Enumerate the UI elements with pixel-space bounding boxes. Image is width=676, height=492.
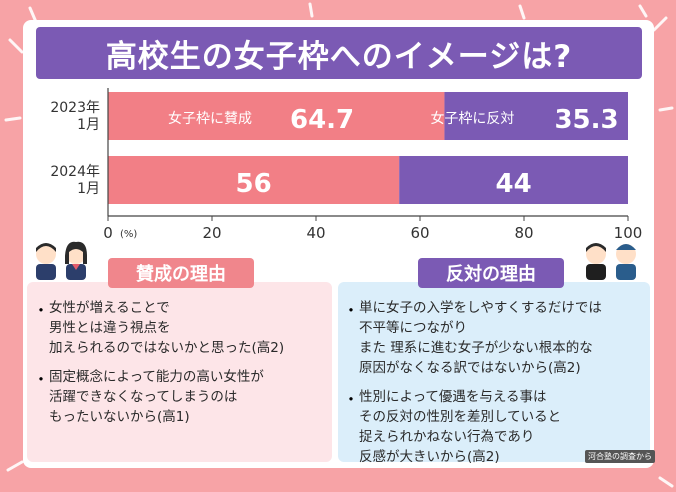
student-boy-icon bbox=[586, 243, 606, 280]
x-tick-label: 80 bbox=[514, 224, 533, 242]
data-label: 64.7 bbox=[290, 105, 354, 135]
reason-text: 固定概念によって能力の高い女性が 活躍できなくなってしまうのは もったいないから… bbox=[49, 369, 264, 425]
for-reasons-heading: 賛成の理由 bbox=[108, 258, 254, 288]
students-right-illustration bbox=[586, 243, 636, 280]
source-note: 河合塾の調査から bbox=[585, 450, 655, 463]
reason-item: 性別によって優遇を与える事は その反対の性別を差別していると 捉えられかねない行… bbox=[343, 386, 645, 466]
reason-item: 女性が増えることで 男性とは違う視点を 加えられるのではないかと思った(高2) bbox=[33, 297, 330, 357]
students-left-illustration bbox=[36, 241, 87, 280]
x-tick-label: 60 bbox=[410, 224, 429, 242]
data-label: 44 bbox=[496, 169, 532, 199]
x-tick-label: 40 bbox=[306, 224, 325, 242]
bar-segment bbox=[444, 92, 628, 140]
page-title: 高校生の女子枠へのイメージは? bbox=[36, 27, 642, 79]
category-label: 2024年 1月 bbox=[50, 164, 100, 197]
student-boy-cap-icon bbox=[616, 244, 636, 280]
series-label: 女子枠に賛成 bbox=[168, 110, 252, 127]
x-unit-label: (%) bbox=[120, 229, 137, 240]
reason-text: 単に女子の入学をしやすくするだけでは 不平等につながり また 理系に進む女子が少… bbox=[359, 300, 602, 376]
student-boy-icon bbox=[36, 243, 56, 280]
against-reasons-heading: 反対の理由 bbox=[418, 258, 564, 288]
for-reasons-list: 女性が増えることで 男性とは違う視点を 加えられるのではないかと思った(高2) … bbox=[33, 297, 330, 435]
data-label: 35.3 bbox=[554, 105, 618, 135]
reason-item: 固定概念によって能力の高い女性が 活躍できなくなってしまうのは もったいないから… bbox=[33, 366, 330, 426]
reason-text: 性別によって優遇を与える事は その反対の性別を差別していると 捉えられかねない行… bbox=[359, 389, 562, 465]
x-tick-label: 20 bbox=[202, 224, 221, 242]
x-tick-label: 0 bbox=[103, 224, 113, 242]
reason-text: 女性が増えることで 男性とは違う視点を 加えられるのではないかと思った(高2) bbox=[49, 300, 285, 356]
bar-segment bbox=[108, 156, 400, 204]
x-tick-label: 100 bbox=[614, 224, 643, 242]
student-girl-icon bbox=[65, 241, 87, 280]
category-label: 2023年 1月 bbox=[50, 100, 100, 133]
bar-segment bbox=[399, 156, 628, 204]
against-reasons-list: 単に女子の入学をしやすくするだけでは 不平等につながり また 理系に進む女子が少… bbox=[343, 297, 645, 475]
data-label: 56 bbox=[236, 169, 272, 199]
series-label: 女子枠に反対 bbox=[430, 110, 514, 127]
bar-segment bbox=[108, 92, 445, 140]
reason-item: 単に女子の入学をしやすくするだけでは 不平等につながり また 理系に進む女子が少… bbox=[343, 297, 645, 377]
